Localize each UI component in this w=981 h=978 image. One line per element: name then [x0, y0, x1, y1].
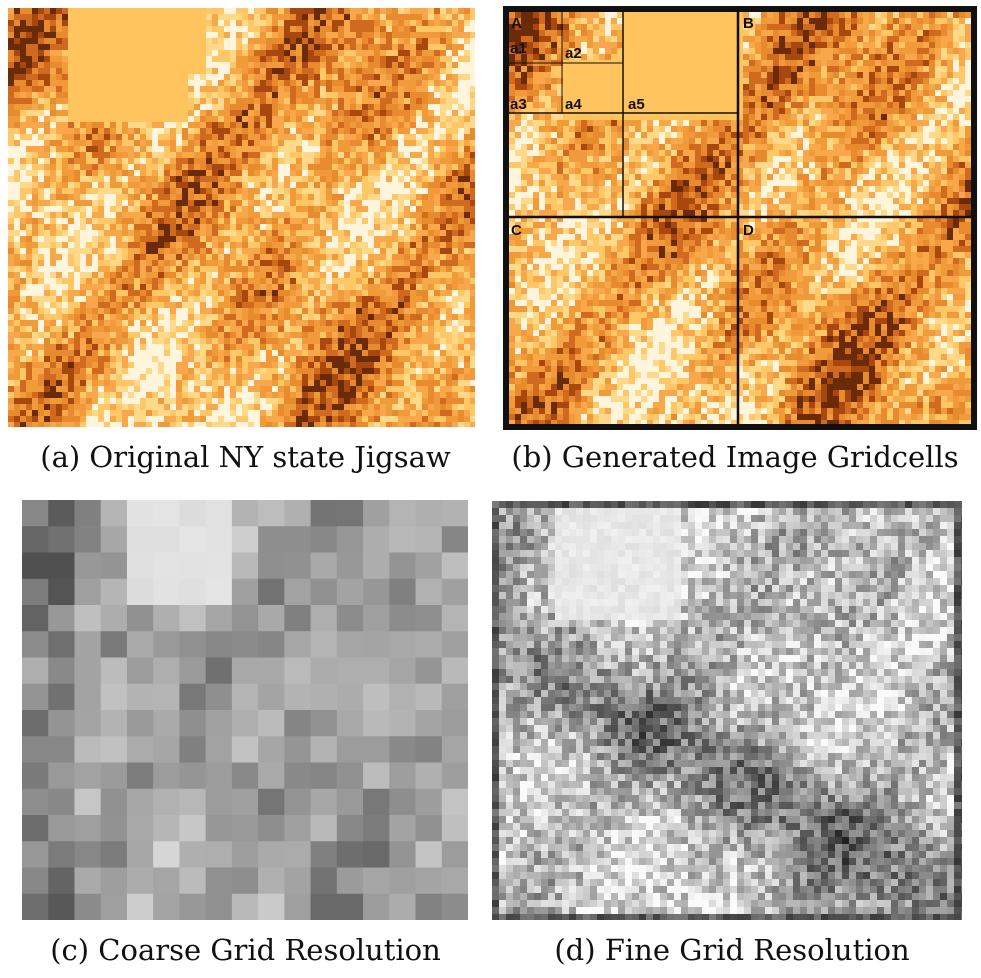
panel-c [22, 500, 468, 920]
cell-label-a3: a3 [510, 96, 527, 113]
cell-label-a1: a1 [510, 40, 527, 57]
caption-b: (b) Generated Image Gridcells [511, 440, 959, 474]
cell-label-a2: a2 [565, 45, 582, 62]
gridcell-lines [503, 6, 977, 430]
coarse-grid-image [22, 500, 468, 920]
caption-a: (a) Original NY state Jigsaw [40, 440, 451, 474]
gridcell-map-image: A B C D a1 a2 a3 a4 a5 [503, 6, 977, 430]
cell-label-C: C [511, 222, 522, 239]
cell-label-A: A [511, 15, 522, 32]
caption-d: (d) Fine Grid Resolution [554, 933, 910, 967]
fine-grid-image [492, 501, 962, 920]
cell-label-a4: a4 [565, 96, 582, 113]
panel-a [8, 8, 475, 427]
jigsaw-map-image [8, 8, 475, 427]
panel-b: A B C D a1 a2 a3 a4 a5 [503, 6, 977, 430]
fine-cells [492, 501, 962, 920]
panel-d [492, 501, 962, 920]
cell-label-D: D [743, 222, 754, 239]
coarse-cells [22, 500, 468, 920]
jigsaw-pixels [8, 8, 475, 427]
gridcell-pixels [503, 6, 977, 430]
caption-c: (c) Coarse Grid Resolution [50, 933, 441, 967]
cell-label-B: B [743, 15, 754, 32]
cell-label-a5: a5 [628, 96, 645, 113]
